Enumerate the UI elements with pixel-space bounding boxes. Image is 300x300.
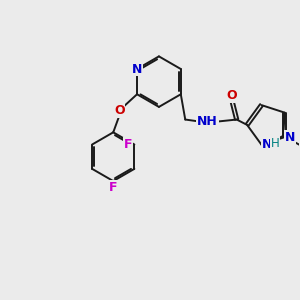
Text: O: O [114, 104, 124, 117]
Text: F: F [109, 181, 118, 194]
Text: N: N [132, 62, 142, 76]
Text: O: O [226, 89, 237, 102]
Text: H: H [271, 137, 279, 150]
Text: N: N [262, 138, 272, 151]
Text: N: N [285, 130, 295, 144]
Text: NH: NH [197, 116, 218, 128]
Text: F: F [124, 138, 132, 151]
